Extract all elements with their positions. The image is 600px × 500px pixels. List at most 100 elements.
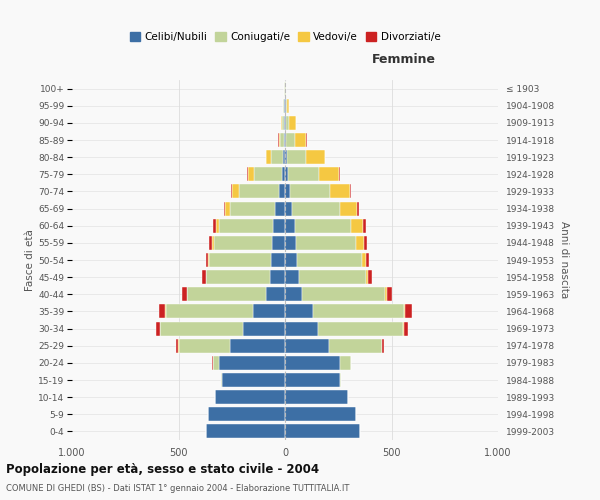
- Bar: [160, 304, 165, 318]
- Bar: [212, 356, 219, 370]
- Bar: [213, 218, 216, 232]
- Bar: [219, 218, 273, 232]
- Bar: [382, 338, 385, 352]
- Bar: [266, 150, 271, 164]
- Bar: [179, 338, 230, 352]
- Bar: [285, 356, 340, 370]
- Bar: [278, 184, 285, 198]
- Bar: [313, 304, 404, 318]
- Bar: [221, 373, 222, 387]
- Bar: [239, 184, 278, 198]
- Bar: [208, 408, 285, 422]
- Bar: [297, 253, 362, 267]
- Bar: [387, 288, 392, 302]
- Bar: [224, 202, 226, 215]
- Bar: [219, 356, 285, 370]
- Bar: [366, 270, 368, 284]
- Bar: [275, 202, 285, 215]
- Bar: [286, 116, 289, 130]
- Bar: [212, 236, 214, 250]
- Bar: [330, 184, 350, 198]
- Bar: [215, 390, 285, 404]
- Bar: [284, 133, 285, 147]
- Bar: [206, 270, 270, 284]
- Bar: [366, 253, 369, 267]
- Bar: [285, 304, 313, 318]
- Bar: [287, 150, 306, 164]
- Bar: [272, 236, 285, 250]
- Bar: [209, 236, 212, 250]
- Bar: [285, 236, 296, 250]
- Bar: [285, 150, 287, 164]
- Bar: [226, 202, 230, 215]
- Bar: [285, 218, 295, 232]
- Bar: [273, 218, 285, 232]
- Bar: [285, 390, 348, 404]
- Bar: [358, 202, 359, 215]
- Bar: [160, 322, 244, 336]
- Bar: [404, 322, 408, 336]
- Bar: [340, 356, 351, 370]
- Bar: [368, 270, 373, 284]
- Bar: [285, 98, 286, 112]
- Bar: [232, 184, 239, 198]
- Bar: [284, 98, 285, 112]
- Bar: [176, 338, 178, 352]
- Bar: [216, 218, 219, 232]
- Bar: [285, 373, 340, 387]
- Bar: [284, 116, 285, 130]
- Bar: [253, 304, 285, 318]
- Bar: [266, 288, 285, 302]
- Bar: [166, 304, 253, 318]
- Bar: [278, 133, 280, 147]
- Bar: [285, 270, 299, 284]
- Y-axis label: Anni di nascita: Anni di nascita: [559, 222, 569, 298]
- Bar: [285, 168, 288, 181]
- Bar: [318, 322, 403, 336]
- Bar: [306, 150, 325, 164]
- Bar: [290, 184, 330, 198]
- Bar: [286, 133, 295, 147]
- Text: COMUNE DI GHEDI (BS) - Dati ISTAT 1° gennaio 2004 - Elaborazione TUTTITALIA.IT: COMUNE DI GHEDI (BS) - Dati ISTAT 1° gen…: [6, 484, 349, 493]
- Bar: [283, 150, 285, 164]
- Bar: [299, 270, 366, 284]
- Bar: [182, 288, 187, 302]
- Bar: [247, 168, 248, 181]
- Bar: [295, 133, 306, 147]
- Bar: [230, 338, 285, 352]
- Bar: [285, 116, 286, 130]
- Bar: [280, 133, 284, 147]
- Bar: [363, 218, 366, 232]
- Bar: [285, 288, 302, 302]
- Bar: [285, 424, 359, 438]
- Bar: [292, 202, 340, 215]
- Bar: [285, 408, 356, 422]
- Bar: [214, 236, 272, 250]
- Bar: [283, 98, 284, 112]
- Bar: [385, 288, 387, 302]
- Bar: [187, 288, 266, 302]
- Y-axis label: Fasce di età: Fasce di età: [25, 229, 35, 291]
- Bar: [206, 253, 208, 267]
- Bar: [285, 133, 286, 147]
- Bar: [288, 168, 319, 181]
- Bar: [156, 322, 160, 336]
- Bar: [289, 116, 296, 130]
- Bar: [404, 304, 406, 318]
- Text: Popolazione per età, sesso e stato civile - 2004: Popolazione per età, sesso e stato civil…: [6, 462, 319, 475]
- Legend: Celibi/Nubili, Coniugati/e, Vedovi/e, Divorziati/e: Celibi/Nubili, Coniugati/e, Vedovi/e, Di…: [125, 28, 445, 46]
- Bar: [206, 424, 285, 438]
- Bar: [302, 288, 385, 302]
- Bar: [270, 270, 285, 284]
- Bar: [362, 253, 366, 267]
- Bar: [364, 236, 367, 250]
- Bar: [244, 322, 285, 336]
- Bar: [285, 253, 297, 267]
- Bar: [340, 202, 358, 215]
- Bar: [282, 168, 285, 181]
- Bar: [319, 168, 340, 181]
- Bar: [406, 304, 412, 318]
- Bar: [285, 202, 292, 215]
- Bar: [209, 253, 271, 267]
- Bar: [208, 253, 209, 267]
